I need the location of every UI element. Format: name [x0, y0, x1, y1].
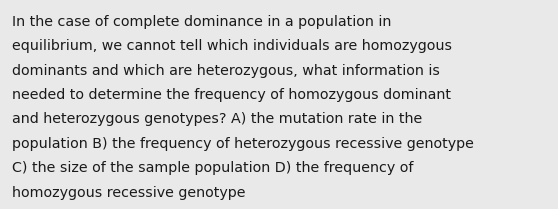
- Text: In the case of complete dominance in a population in: In the case of complete dominance in a p…: [12, 15, 392, 29]
- Text: population B) the frequency of heterozygous recessive genotype: population B) the frequency of heterozyg…: [12, 137, 474, 151]
- Text: dominants and which are heterozygous, what information is: dominants and which are heterozygous, wh…: [12, 64, 440, 78]
- Text: needed to determine the frequency of homozygous dominant: needed to determine the frequency of hom…: [12, 88, 451, 102]
- Text: equilibrium, we cannot tell which individuals are homozygous: equilibrium, we cannot tell which indivi…: [12, 39, 453, 53]
- Text: and heterozygous genotypes? A) the mutation rate in the: and heterozygous genotypes? A) the mutat…: [12, 112, 422, 126]
- Text: homozygous recessive genotype: homozygous recessive genotype: [12, 186, 246, 200]
- Text: C) the size of the sample population D) the frequency of: C) the size of the sample population D) …: [12, 161, 413, 175]
